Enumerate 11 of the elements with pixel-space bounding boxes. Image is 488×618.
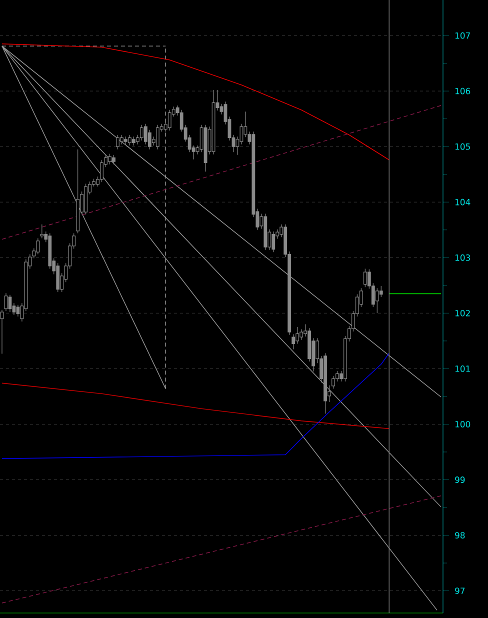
y-tick-label: 100	[455, 421, 470, 428]
y-tick-label: 101	[455, 365, 470, 372]
y-tick-label: 97	[455, 588, 465, 594]
y-tick-label: 105	[455, 143, 470, 150]
y-tick-label: 98	[455, 532, 465, 538]
y-tick-label: 102	[455, 310, 470, 316]
y-tick-label: 104	[455, 198, 470, 206]
y-tick-label: 103	[455, 254, 470, 261]
y-tick-label: 106	[455, 88, 470, 94]
y-tick-label: 107	[455, 32, 470, 39]
y-tick-label: 99	[455, 476, 465, 483]
